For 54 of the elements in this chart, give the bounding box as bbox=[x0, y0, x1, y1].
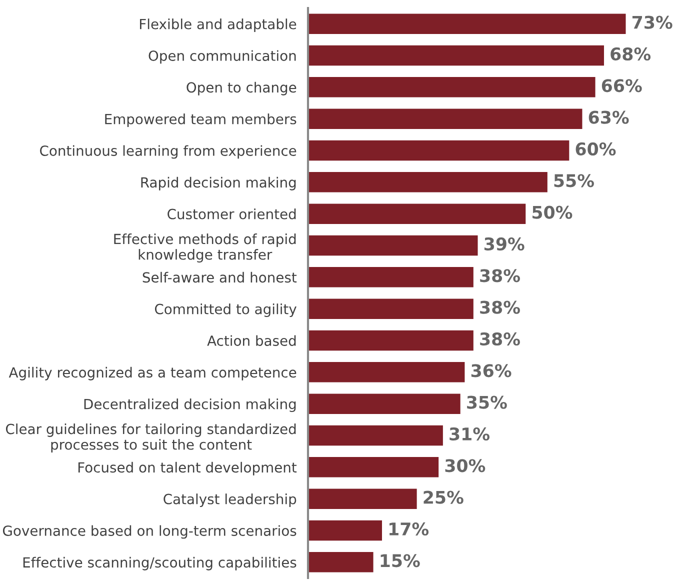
data-label: 63% bbox=[588, 110, 629, 124]
data-label: 38% bbox=[480, 269, 520, 282]
data-label: 38% bbox=[480, 332, 520, 346]
bar bbox=[308, 298, 474, 319]
data-label: 68% bbox=[610, 47, 651, 61]
data-label: 30% bbox=[445, 459, 486, 472]
y-tick-label: Open to change bbox=[186, 82, 296, 96]
data-label: 55% bbox=[554, 174, 594, 188]
y-tick-label: Agility recognized as a team competence bbox=[8, 366, 296, 380]
data-label: 17% bbox=[390, 522, 429, 536]
y-tick-label: Self-aware and honest bbox=[142, 272, 297, 283]
data-label: 39% bbox=[484, 237, 524, 251]
bar bbox=[308, 172, 548, 192]
bar bbox=[308, 14, 626, 34]
bar bbox=[308, 267, 474, 288]
y-tick-label: Flexible and adaptable bbox=[140, 18, 296, 32]
y-tick-label: Effective scanning/scouting capabilities bbox=[23, 556, 296, 570]
data-label: 38% bbox=[480, 300, 520, 314]
bar bbox=[308, 330, 474, 351]
bar bbox=[308, 235, 478, 256]
bar bbox=[308, 425, 443, 446]
bar bbox=[308, 520, 382, 541]
data-label: 36% bbox=[471, 364, 512, 378]
y-tick-label: Clear guidelines for tailoring standardized processes to suit the content bbox=[6, 424, 296, 452]
data-label: 60% bbox=[576, 142, 616, 156]
bar bbox=[308, 552, 374, 572]
y-tick-label: Catalyst leadership bbox=[164, 494, 296, 507]
y-tick-label: Effective methods of rapid knowledge transfer bbox=[114, 234, 296, 262]
y-tick-label: Rapid decision making bbox=[141, 176, 296, 190]
data-label: 15% bbox=[380, 554, 420, 568]
bar bbox=[308, 488, 417, 509]
y-tick-label: Empowered team members bbox=[105, 114, 296, 127]
y-tick-label: Focused on talent development bbox=[78, 462, 297, 476]
data-label: 50% bbox=[532, 206, 572, 219]
y-tick-label: Continuous learning from experience bbox=[40, 145, 296, 159]
bar bbox=[308, 457, 439, 478]
bar bbox=[308, 108, 582, 129]
bar bbox=[308, 77, 596, 98]
y-tick-label: Customer oriented bbox=[168, 208, 296, 220]
bar bbox=[308, 204, 526, 224]
bar bbox=[308, 394, 460, 414]
bar bbox=[308, 45, 604, 66]
y-tick-label: Governance based on long-term scenarios bbox=[2, 525, 296, 539]
bar bbox=[308, 362, 465, 382]
data-label: 66% bbox=[602, 79, 642, 92]
y-tick-label: Open communication bbox=[148, 50, 296, 64]
y-tick-label: Action based bbox=[207, 335, 296, 346]
bar bbox=[308, 140, 570, 161]
y-tick-label: Committed to agility bbox=[154, 304, 296, 317]
data-label: 73% bbox=[632, 16, 672, 29]
y-tick-label: Decentralized decision making bbox=[84, 398, 296, 412]
data-label: 25% bbox=[424, 490, 464, 504]
data-label: 35% bbox=[467, 396, 507, 409]
data-label: 31% bbox=[450, 427, 490, 441]
